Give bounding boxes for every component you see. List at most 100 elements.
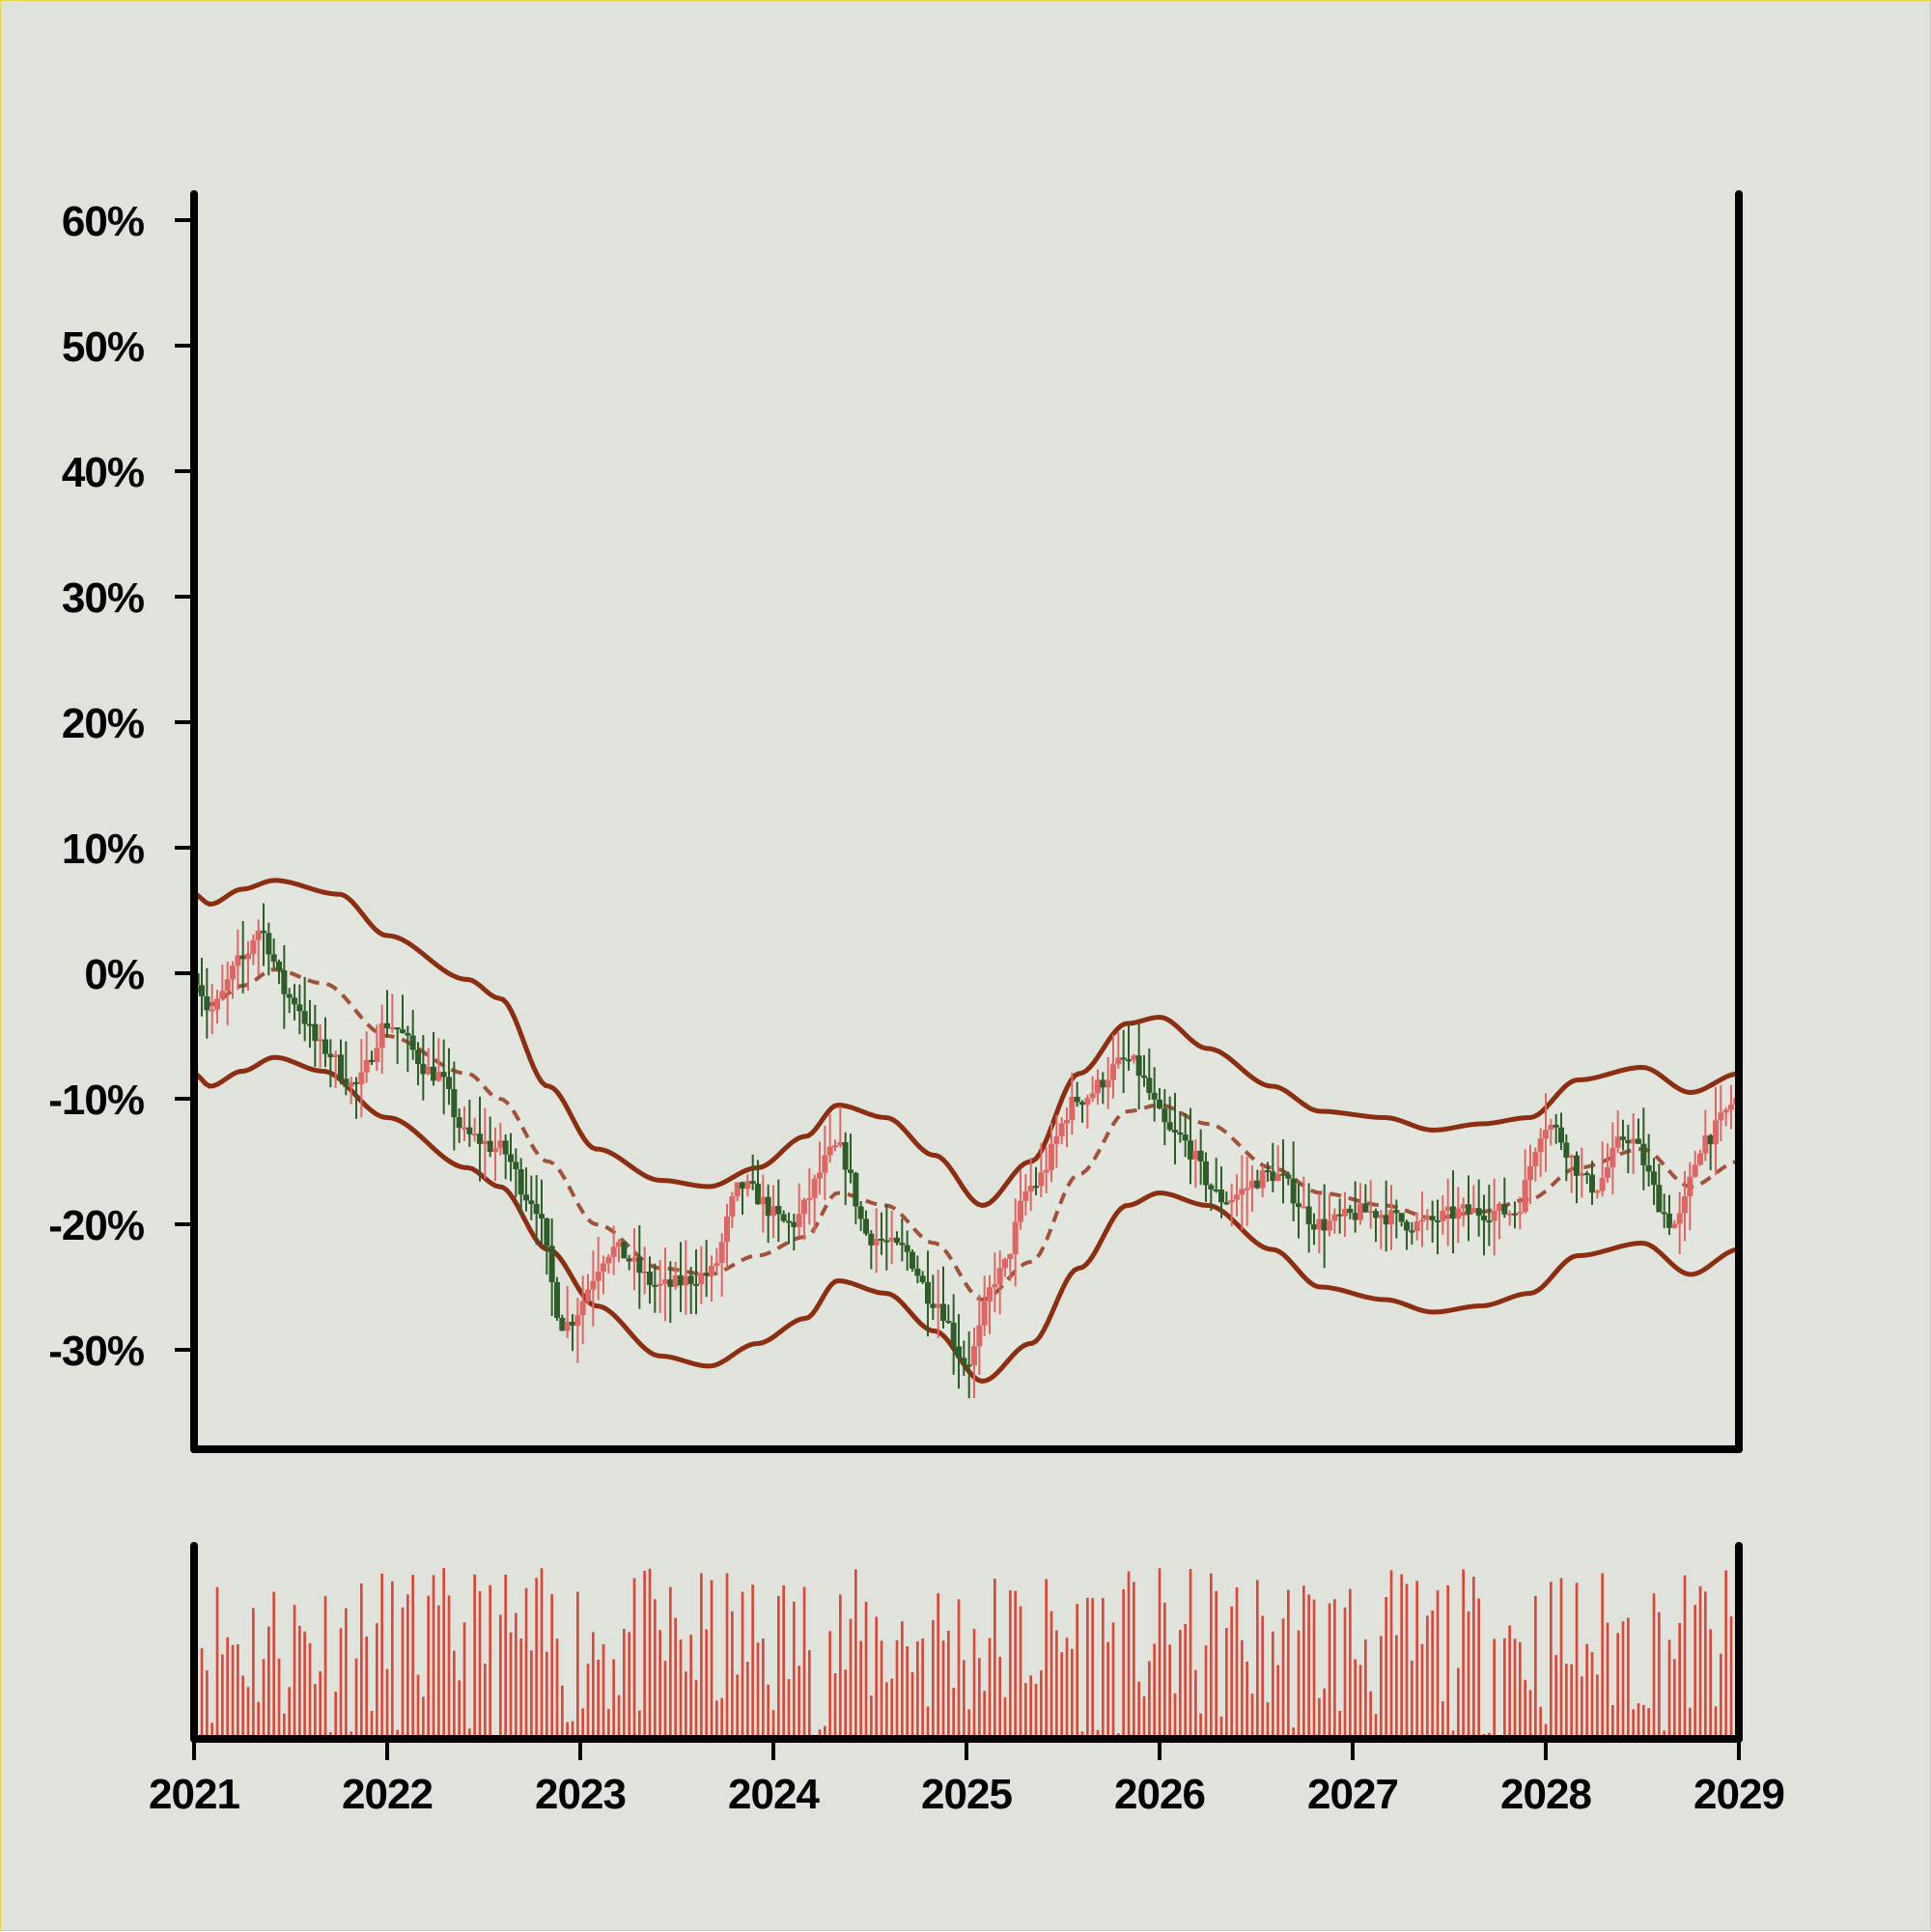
volume-bar xyxy=(1153,1643,1156,1739)
candle xyxy=(425,1048,432,1076)
volume-bar xyxy=(1426,1615,1429,1739)
candle xyxy=(1625,1124,1632,1174)
candle-body xyxy=(1666,1214,1672,1228)
volume-bar xyxy=(1009,1590,1012,1739)
candle-body xyxy=(1110,1064,1116,1080)
candle xyxy=(868,1230,875,1270)
candle xyxy=(626,1254,632,1271)
candle xyxy=(1296,1183,1301,1239)
candle-body xyxy=(868,1233,875,1246)
candle xyxy=(1331,1208,1338,1234)
volume-bar xyxy=(319,1670,322,1739)
candle xyxy=(1049,1122,1054,1183)
candle-body xyxy=(1594,1190,1601,1193)
volume-bar xyxy=(1323,1688,1326,1739)
candle-body xyxy=(539,1214,545,1218)
volume-bar xyxy=(1400,1574,1403,1739)
candle xyxy=(1166,1096,1173,1132)
candle xyxy=(1537,1128,1544,1178)
candle-body xyxy=(1166,1122,1173,1131)
candle xyxy=(914,1255,921,1284)
volume-bar xyxy=(802,1586,806,1739)
volume-bar xyxy=(427,1595,430,1739)
volume-bar xyxy=(1590,1652,1594,1739)
volume-bar xyxy=(499,1614,502,1739)
volume-bar xyxy=(1024,1683,1027,1739)
candle-body xyxy=(513,1162,519,1169)
candle xyxy=(749,1154,756,1190)
candle-body xyxy=(239,955,246,960)
candle xyxy=(1398,1213,1405,1227)
candle-body xyxy=(672,1274,679,1287)
candle xyxy=(1599,1141,1606,1197)
candle-body xyxy=(925,1281,931,1304)
candle xyxy=(487,1116,493,1158)
volume-bar xyxy=(1467,1611,1470,1739)
candle xyxy=(1141,1054,1147,1087)
candle xyxy=(883,1203,890,1271)
volume-bar xyxy=(1343,1607,1347,1739)
candle-body xyxy=(400,1029,406,1033)
candle xyxy=(837,1106,844,1148)
candle xyxy=(574,1298,581,1363)
candle-body xyxy=(1722,1109,1729,1113)
candle xyxy=(1352,1181,1358,1233)
volume-bar xyxy=(963,1660,966,1739)
volume-bar xyxy=(206,1670,209,1739)
candle xyxy=(518,1158,524,1216)
volume-bar xyxy=(808,1650,811,1739)
x-tick-label: 2023 xyxy=(535,1771,626,1818)
volume-bar xyxy=(524,1587,528,1739)
candle-body xyxy=(770,1206,776,1217)
candle xyxy=(1336,1198,1343,1234)
candle-body xyxy=(981,1302,988,1326)
candle xyxy=(601,1255,606,1295)
candle xyxy=(857,1201,864,1232)
candle-body xyxy=(487,1140,493,1153)
candle xyxy=(729,1191,736,1229)
volume-bar xyxy=(215,1586,219,1739)
candle-body xyxy=(1270,1171,1276,1182)
candle xyxy=(925,1250,931,1337)
volume-bar xyxy=(1508,1625,1511,1739)
candle xyxy=(1640,1107,1647,1190)
y-tick-label: 20% xyxy=(62,700,144,747)
volume-bar xyxy=(1091,1598,1094,1739)
volume-bar xyxy=(947,1630,950,1739)
candle xyxy=(1188,1107,1193,1185)
candle-body xyxy=(1234,1194,1240,1200)
candle-body xyxy=(425,1066,432,1075)
candle xyxy=(570,1314,575,1352)
volume-bar xyxy=(1071,1648,1074,1739)
candle-body xyxy=(755,1183,761,1205)
candle xyxy=(1450,1170,1456,1254)
candle-body xyxy=(1223,1202,1230,1205)
volume-bar xyxy=(782,1585,785,1739)
candle-body xyxy=(1548,1124,1554,1131)
volume-bar xyxy=(839,1594,842,1739)
candle-body xyxy=(724,1217,730,1243)
candle-body xyxy=(595,1271,602,1281)
candle-body xyxy=(405,1032,411,1036)
volume-bar xyxy=(442,1568,445,1739)
candle xyxy=(1424,1209,1431,1231)
volume-bar xyxy=(380,1573,383,1739)
volume-bar xyxy=(1436,1590,1440,1739)
candle-body xyxy=(636,1257,643,1274)
candle xyxy=(394,1026,401,1064)
volume-bar xyxy=(1014,1590,1017,1739)
volume-bar xyxy=(1111,1622,1115,1739)
candle-body xyxy=(1100,1079,1106,1088)
candle xyxy=(1692,1150,1698,1178)
volume-bar xyxy=(1581,1676,1583,1739)
candle xyxy=(338,1039,344,1085)
candle-body xyxy=(394,1027,401,1030)
volume-bar xyxy=(586,1664,590,1739)
candle-body xyxy=(564,1321,571,1331)
volume-bar xyxy=(648,1568,652,1739)
candle-body xyxy=(1342,1208,1348,1217)
candle xyxy=(296,984,303,1035)
volume-bar xyxy=(1210,1573,1213,1739)
candle xyxy=(863,1210,869,1236)
volume-bar xyxy=(875,1616,878,1739)
